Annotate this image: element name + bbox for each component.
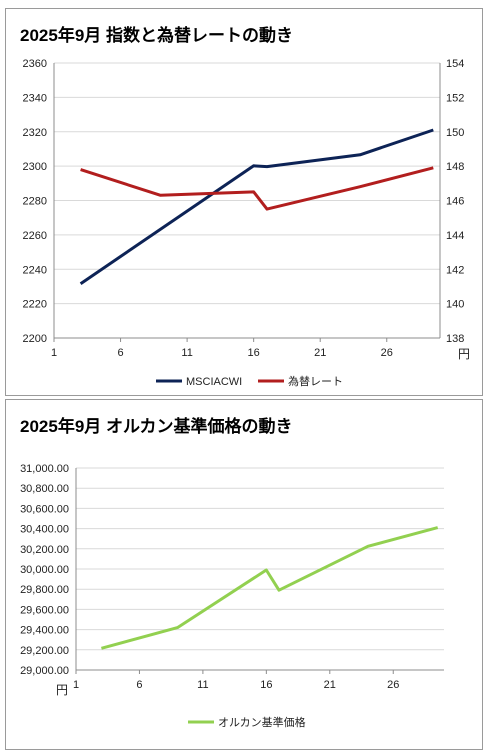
series-line-fx	[80, 166, 434, 211]
chart-panel-allcountry-nav: 2025年9月 オルカン基準価格の動き 29,000.00 29,200.00 29…	[5, 399, 483, 750]
y-tick-label: 30,000.00	[20, 564, 69, 576]
y-tick-label: 30,400.00	[20, 524, 69, 536]
legend-label: MSCIACWI	[186, 376, 242, 388]
y-tick-label: 29,400.00	[20, 625, 69, 637]
y-tick-label: 31,000.00	[20, 463, 69, 475]
series-line-allcountry	[101, 526, 439, 650]
series-line-msci	[79, 128, 434, 285]
y-tick-label: 30,800.00	[20, 483, 69, 495]
y-left-tick-label: 2260	[23, 230, 47, 242]
y-left-tick-label: 2220	[23, 299, 47, 311]
x-tick-label: 6	[117, 347, 123, 359]
y-right-tick-label: 148	[446, 161, 464, 173]
x-tick-label: 16	[260, 679, 272, 691]
legend-label: オルカン基準価格	[218, 715, 306, 729]
y-right-tick-label: 146	[446, 196, 464, 208]
y-right-tick-label: 152	[446, 92, 464, 104]
y-right-tick-label: 154	[446, 58, 464, 70]
x-tick-label: 1	[73, 679, 79, 691]
y-tick-label: 30,600.00	[20, 503, 69, 515]
chart-panel-index-fx: 2025年9月 指数と為替レートの動き 2200 2220 2240 2260 2280…	[5, 8, 483, 396]
y-tick-label: 29,000.00	[20, 665, 69, 677]
x-tick-label: 26	[381, 347, 393, 359]
y-left-tick-label: 2280	[23, 196, 47, 208]
x-tick-label: 11	[197, 679, 208, 691]
y-tick-label: 29,800.00	[20, 584, 69, 596]
x-tick-label: 16	[248, 347, 260, 359]
y-right-tick-label: 140	[446, 299, 464, 311]
y-tick-label: 29,600.00	[20, 604, 69, 616]
chart-allcountry-nav: 29,000.00 29,200.00 29,400.00 29,600.00 29,8…	[20, 463, 444, 729]
y-left-tick-label: 2320	[23, 127, 47, 139]
chart-title: 2025年9月 オルカン基準価格の動き	[20, 417, 293, 436]
y-right-tick-label: 138	[446, 333, 464, 345]
x-tick-label: 26	[387, 679, 399, 691]
x-tick-label: 1	[51, 347, 57, 359]
y-left-tick-label: 2360	[23, 58, 47, 70]
y-right-tick-label: 150	[446, 127, 464, 139]
y-left-tick-label: 2240	[23, 264, 47, 276]
x-unit-label: 円	[56, 683, 68, 697]
y-left-tick-label: 2300	[23, 161, 47, 173]
y-right-tick-label: 144	[446, 230, 464, 242]
chart-index-fx: 2200 2220 2240 2260 2280 2300 2320 2340 2360 138 1…	[23, 58, 470, 388]
y-right-tick-label: 142	[446, 264, 464, 276]
chart-title: 2025年9月 指数と為替レートの動き	[20, 26, 293, 45]
legend-label: 為替レート	[288, 374, 343, 388]
x-tick-label: 21	[314, 347, 326, 359]
x-tick-label: 21	[324, 679, 336, 691]
x-tick-label: 11	[181, 347, 192, 359]
y-left-tick-label: 2200	[23, 333, 47, 345]
y-tick-label: 29,200.00	[20, 645, 69, 657]
y-left-tick-label: 2340	[23, 92, 47, 104]
x-tick-label: 6	[136, 679, 142, 691]
x-unit-label: 円	[458, 347, 470, 361]
y-tick-label: 30,200.00	[20, 544, 69, 556]
